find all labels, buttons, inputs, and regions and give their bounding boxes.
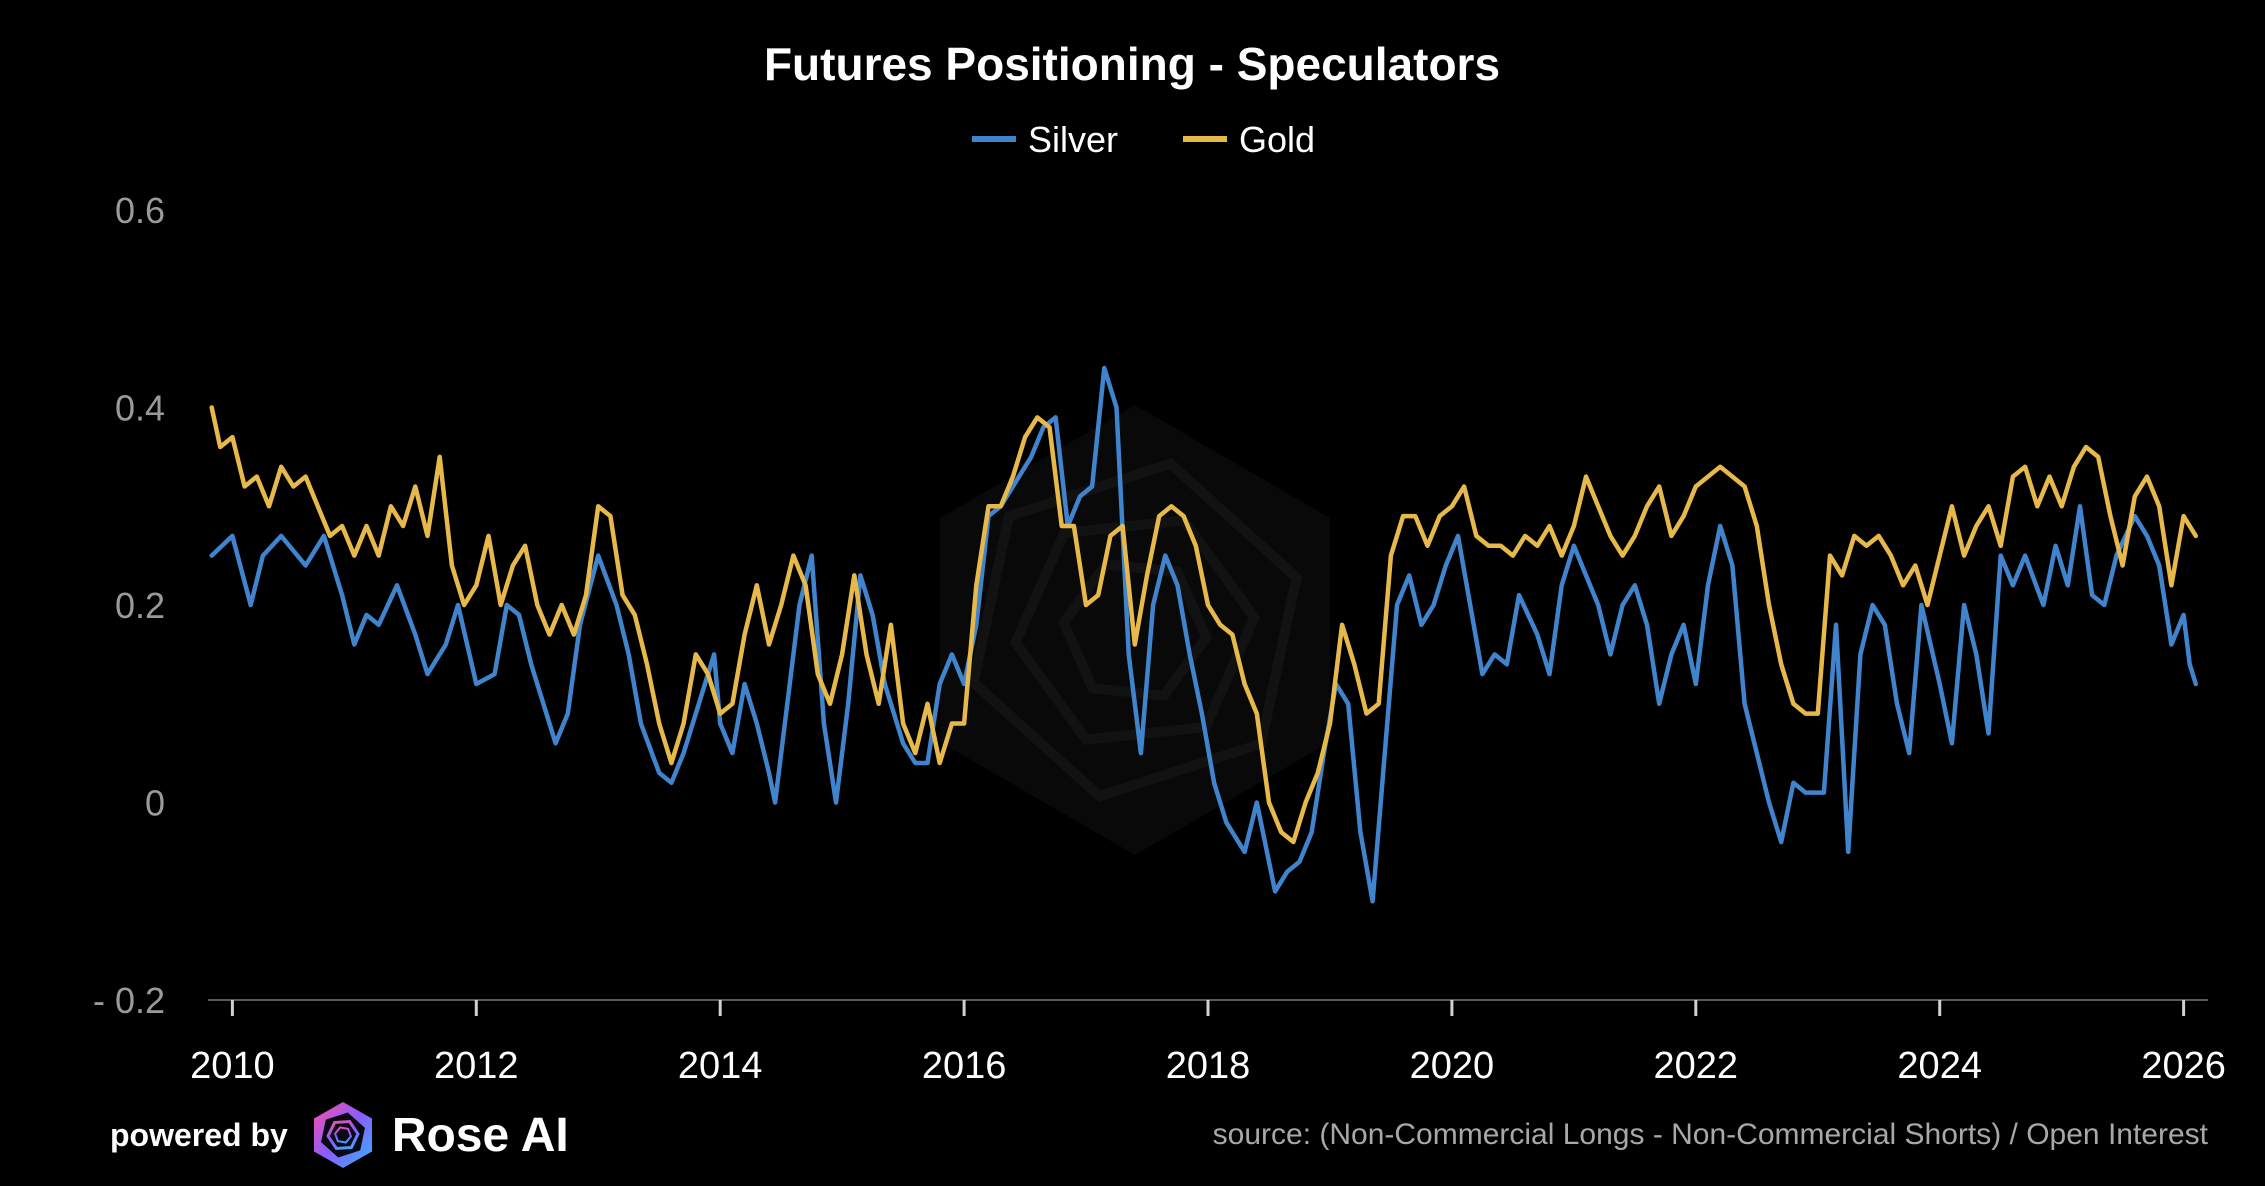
series-line-silver bbox=[209, 365, 2199, 904]
x-tick-label: 2026 bbox=[2141, 1045, 2226, 1087]
y-tick-label: 0.6 bbox=[115, 190, 165, 231]
y-tick-label: 0.4 bbox=[115, 388, 165, 429]
x-tick-label: 2024 bbox=[1897, 1045, 1982, 1087]
y-tick-label: 0 bbox=[145, 783, 165, 824]
y-axis: 0.6 0.4 0.2 0 - 0.2 bbox=[93, 190, 165, 1021]
y-tick-label: - 0.2 bbox=[93, 980, 165, 1021]
legend-label-silver: Silver bbox=[1028, 119, 1118, 160]
legend-label-gold: Gold bbox=[1239, 119, 1315, 160]
x-tick-label: 2022 bbox=[1654, 1045, 1739, 1087]
brand-name: Rose AI bbox=[391, 1108, 569, 1162]
x-tick-label: 2016 bbox=[922, 1045, 1007, 1087]
source-note: source: (Non-Commercial Longs - Non-Comm… bbox=[1212, 1118, 2208, 1151]
legend-item-silver[interactable]: Silver bbox=[972, 119, 1118, 160]
chart-title: Futures Positioning - Speculators bbox=[764, 38, 1500, 90]
x-tick-label: 2020 bbox=[1410, 1045, 1495, 1087]
legend: Silver Gold bbox=[972, 119, 1315, 160]
powered-by-label: powered by bbox=[110, 1116, 288, 1153]
legend-item-gold[interactable]: Gold bbox=[1183, 119, 1315, 160]
rose-ai-logo-icon bbox=[313, 1102, 372, 1168]
series-line-gold bbox=[209, 405, 2199, 845]
x-tick-label: 2010 bbox=[190, 1045, 275, 1087]
x-axis: 2010 2012 2014 2016 2018 2020 2022 2024 2026 bbox=[190, 999, 2226, 1087]
y-tick-label: 0.2 bbox=[115, 585, 165, 626]
x-tick-label: 2012 bbox=[434, 1045, 519, 1087]
brand[interactable]: powered by Rose AI bbox=[110, 1090, 569, 1180]
footer: powered by Rose AI source: (Non-Commerci… bbox=[0, 1090, 2265, 1180]
plot-area bbox=[209, 365, 2199, 904]
x-tick-label: 2018 bbox=[1166, 1045, 1251, 1087]
x-tick-label: 2014 bbox=[678, 1045, 763, 1087]
